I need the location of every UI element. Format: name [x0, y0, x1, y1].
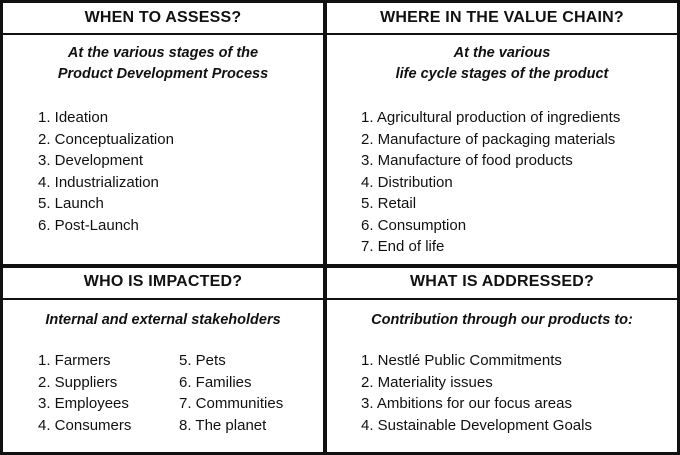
where-in-value-chain-panel: WHERE IN THE VALUE CHAIN? At the various… [327, 3, 677, 264]
subtitle-line: life cycle stages of the product [395, 66, 609, 82]
list-item: 5. Retail [361, 195, 417, 212]
when-to-assess-panel: WHEN TO ASSESS? At the various stages of… [3, 3, 323, 264]
panel-subtitle: At the various stages of the Product Dev… [3, 43, 323, 85]
subtitle-line: At the various [453, 45, 551, 61]
center-horizontal-divider [0, 264, 680, 268]
list-item: 3. Ambitions for our focus areas [361, 395, 572, 412]
life-cycle-stage-list: 1. Agricultural production of ingredient… [361, 107, 620, 258]
panel-heading: WHERE IN THE VALUE CHAIN? [380, 9, 624, 26]
panel-heading: WHAT IS ADDRESSED? [409, 273, 595, 290]
list-item: 2. Manufacture of packaging materials [361, 130, 616, 148]
who-is-impacted-panel: WHO IS IMPACTED? Internal and external s… [3, 268, 323, 452]
list-item: 3. Development [38, 152, 144, 169]
panel-heading: WHO IS IMPACTED? [83, 273, 243, 290]
list-item: 2. Materiality issues [361, 373, 493, 391]
list-item: 4. Industrialization [38, 173, 159, 191]
stage-list: 1. Ideation 2. Conceptualization 3. Deve… [38, 107, 174, 236]
panel-subtitle: Internal and external stakeholders [45, 312, 281, 328]
list-item: 3. Employees [38, 395, 129, 412]
subtitle-line: Product Development Process [57, 66, 269, 82]
list-item: 4. Sustainable Development Goals [361, 416, 592, 434]
outer-border-bottom [0, 452, 680, 455]
header-divider-bottom [0, 298, 680, 300]
list-item: 7. End of life [361, 238, 445, 255]
list-item: 5. Launch [38, 195, 104, 212]
outer-border-right [677, 0, 680, 455]
list-item: 1. Nestlé Public Commitments [361, 352, 562, 369]
center-vertical-divider [323, 0, 327, 455]
panel-subtitle: At the various life cycle stages of the … [327, 43, 677, 85]
list-item: 4. Distribution [361, 173, 453, 191]
panel-subtitle: Contribution through our products to: [371, 312, 633, 328]
list-item: 6. Post-Launch [38, 216, 139, 234]
list-item: 6. Consumption [361, 216, 467, 234]
list-item: 6. Families [179, 373, 252, 391]
stakeholder-list-left: 1. Farmers 2. Suppliers 3. Employees 4. … [38, 350, 131, 436]
list-item: 5. Pets [179, 352, 226, 369]
contribution-list: 1. Nestlé Public Commitments 2. Material… [361, 350, 592, 436]
what-is-addressed-panel: WHAT IS ADDRESSED? Contribution through … [327, 268, 677, 452]
stakeholder-list-right: 5. Pets 6. Families 7. Communities 8. Th… [179, 350, 283, 436]
outer-border-left [0, 0, 3, 455]
panel-heading: WHEN TO ASSESS? [84, 9, 242, 26]
list-item: 1. Ideation [38, 109, 109, 126]
subtitle-line: At the various stages of the [67, 45, 259, 61]
list-item: 7. Communities [179, 395, 284, 412]
list-item: 2. Suppliers [38, 373, 118, 391]
list-item: 4. Consumers [38, 416, 132, 434]
list-item: 8. The planet [179, 416, 267, 434]
list-item: 3. Manufacture of food products [361, 152, 573, 169]
outer-border-top [0, 0, 680, 3]
list-item: 2. Conceptualization [38, 130, 174, 148]
list-item: 1. Farmers [38, 352, 111, 369]
list-item: 1. Agricultural production of ingredient… [361, 109, 621, 126]
header-divider-top [0, 33, 680, 35]
